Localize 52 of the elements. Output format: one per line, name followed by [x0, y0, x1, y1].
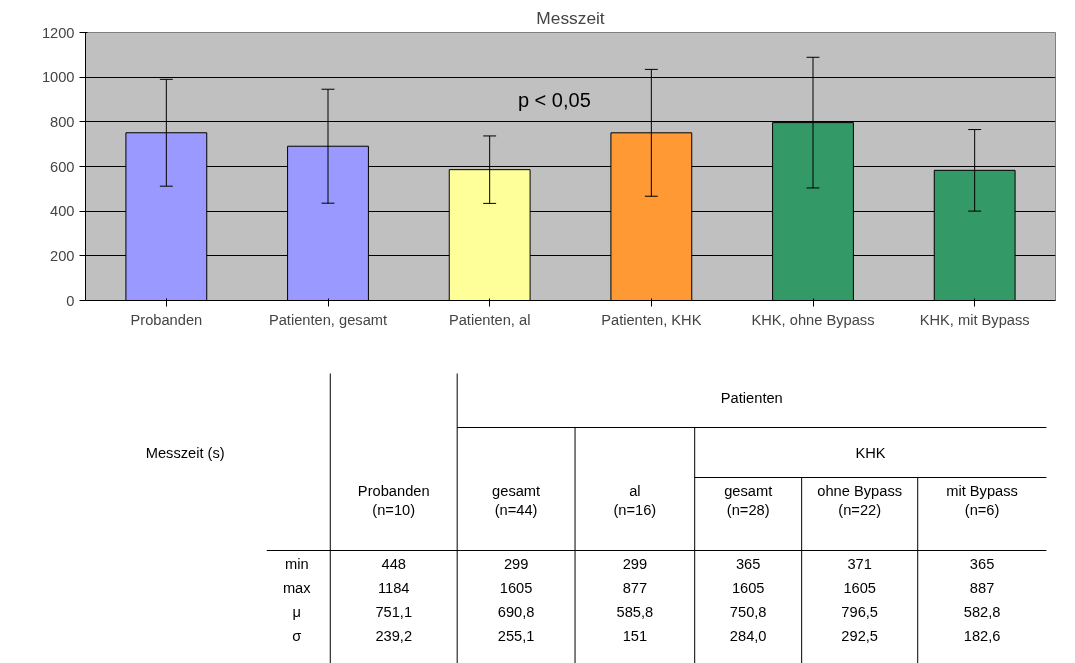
- text: 887: [969, 579, 995, 596]
- text: σ: [292, 627, 302, 644]
- chart-title: Messzeit: [536, 7, 605, 28]
- text: μ: [292, 603, 301, 620]
- x-tick-label: Patienten, al: [448, 311, 531, 328]
- y-tick-label: 1200: [41, 24, 75, 41]
- text: 151: [622, 627, 648, 644]
- text: 585,8: [616, 603, 654, 620]
- text: 448: [381, 555, 406, 572]
- text: 1605: [499, 579, 533, 596]
- text: Messzeit (s): [145, 444, 225, 461]
- text: 877: [622, 579, 648, 596]
- text: gesamt (n=44): [492, 482, 541, 519]
- y-tick-label: 1000: [41, 69, 75, 86]
- text: 292,5: [841, 627, 879, 644]
- x-tick-label: KHK, ohne Bypass: [751, 311, 875, 328]
- text: min: [284, 555, 309, 572]
- y-tick-label: 600: [50, 158, 75, 175]
- text: Patienten: [720, 389, 783, 406]
- text: 239,2: [375, 627, 413, 644]
- text: 299: [622, 555, 648, 572]
- text: 690,8: [497, 603, 535, 620]
- text: 1184: [377, 579, 410, 596]
- x-tick-label: Patienten, gesamt: [268, 311, 388, 328]
- text: 182,6: [963, 627, 1001, 644]
- x-tick-label: Probanden: [130, 311, 203, 328]
- y-tick-label: 200: [50, 247, 75, 264]
- text: 796,5: [841, 603, 879, 620]
- text: mit Bypass (n=6): [946, 482, 1018, 519]
- text: gesamt (n=28): [724, 482, 773, 519]
- text: al (n=16): [613, 482, 657, 519]
- text: 284,0: [729, 627, 767, 644]
- text: ohne Bypass (n=22): [817, 482, 903, 519]
- y-tick-label: 400: [50, 203, 75, 220]
- text: 750,8: [729, 603, 767, 620]
- text: 1605: [731, 579, 765, 596]
- text: 365: [969, 555, 995, 572]
- text: 365: [735, 555, 761, 572]
- text: 582,8: [963, 603, 1001, 620]
- text: KHK: [855, 444, 886, 461]
- text: Probanden (n=10): [357, 482, 430, 519]
- text: 255,1: [497, 627, 535, 644]
- annotation: p < 0,05: [517, 88, 591, 111]
- x-tick-label: Patienten, KHK: [601, 311, 702, 328]
- text: 1605: [843, 579, 876, 596]
- text: 751,1: [375, 603, 413, 620]
- y-tick-label: 800: [50, 113, 75, 130]
- y-tick-label: 0: [66, 292, 75, 309]
- text: 371: [847, 555, 872, 572]
- x-tick-label: KHK, mit Bypass: [919, 311, 1030, 328]
- text: 299: [503, 555, 529, 572]
- text: max: [282, 579, 312, 596]
